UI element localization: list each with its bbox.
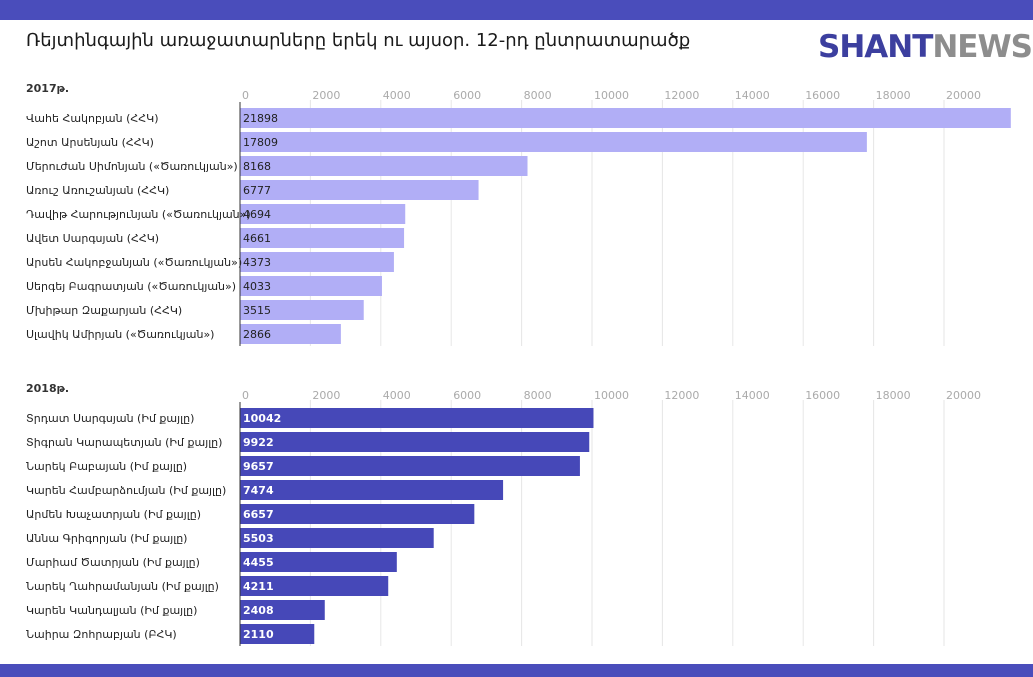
page-title: Ռեյտինգային առաջատարները երեկ ու այսօր. … (26, 30, 691, 51)
category-label-2017: Սերգեյ Բագրատյան («Ծառուկյան») (26, 280, 236, 293)
value-label-2017: 8168 (243, 160, 271, 173)
bar-2017 (240, 300, 364, 320)
category-label-2018: Տրդատ Սարգսյան (Իմ քայլը) (26, 412, 194, 425)
category-label-2018: Նարեկ Ղահրամանյան (Իմ քայլը) (26, 580, 219, 593)
category-label-2018: Կարեն Կանդալյան (Իմ քայլը) (26, 604, 197, 617)
x-tick-label-2018: 12000 (664, 389, 699, 402)
bar-2018 (240, 504, 475, 524)
category-label-2018: Մարիամ Ծատրյան (Իմ քայլը) (26, 556, 200, 569)
category-label-2018: Նաիրա Զոհրաբյան (ԲՀԿ) (26, 628, 177, 641)
bar-2017 (240, 132, 867, 152)
top-band (0, 0, 1033, 20)
x-tick-label-2017: 20000 (946, 89, 981, 102)
value-label-2017: 21898 (243, 112, 278, 125)
x-tick-label-2018: 0 (242, 389, 249, 402)
value-label-2017: 4033 (243, 280, 271, 293)
bar-2017 (240, 276, 382, 296)
logo-brand: SHANT (818, 29, 933, 65)
x-tick-label-2017: 0 (242, 89, 249, 102)
category-label-2017: Աշոտ Արսենյան (ՀՀԿ) (26, 136, 154, 149)
bar-2017 (240, 108, 1011, 128)
category-label-2017: Մերուժան Սիմոնյան («Ծառուկյան») (26, 160, 238, 173)
value-label-2018: 4211 (243, 580, 274, 593)
x-tick-label-2017: 4000 (383, 89, 411, 102)
category-label-2017: Առուշ Առուշանյան (ՀՀԿ) (26, 184, 169, 197)
shantnews-logo: SHANTNEWS (818, 26, 1033, 68)
category-label-2018: Նարեկ Բաբայան (Իմ քայլը) (26, 460, 187, 473)
x-tick-label-2017: 2000 (312, 89, 340, 102)
x-tick-label-2018: 4000 (383, 389, 411, 402)
value-label-2017: 4373 (243, 256, 271, 269)
bar-2017 (240, 252, 394, 272)
category-label-2018: Կարեն Համբարձումյան (Իմ քայլը) (26, 484, 226, 497)
bar-2018 (240, 528, 434, 548)
category-label-2017: Վահե Հակոբյան (ՀՀԿ) (26, 112, 159, 125)
value-label-2017: 3515 (243, 304, 271, 317)
value-label-2017: 6777 (243, 184, 271, 197)
value-label-2018: 2110 (243, 628, 274, 641)
value-label-2018: 10042 (243, 412, 281, 425)
value-label-2018: 7474 (243, 484, 274, 497)
category-label-2018: Արմեն Խաչատրյան (Իմ քայլը) (26, 508, 201, 521)
bar-2018 (240, 480, 504, 500)
chart-title-2017: 2017թ. (26, 82, 69, 95)
value-label-2017: 4661 (243, 232, 271, 245)
x-tick-label-2018: 2000 (312, 389, 340, 402)
bar-2018 (240, 552, 397, 572)
x-tick-label-2017: 14000 (735, 89, 770, 102)
bar-2018 (240, 408, 594, 428)
x-tick-label-2018: 14000 (735, 389, 770, 402)
bar-2018 (240, 624, 315, 644)
value-label-2018: 6657 (243, 508, 274, 521)
bar-2018 (240, 432, 590, 452)
bar-2018 (240, 456, 580, 476)
bottom-band (0, 664, 1033, 677)
value-label-2018: 4455 (243, 556, 274, 569)
x-tick-label-2018: 10000 (594, 389, 629, 402)
category-label-2017: Ավետ Սարգսյան (ՀՀԿ) (26, 232, 159, 245)
bar-2017 (240, 204, 406, 224)
category-label-2017: Սլավիկ Ամիրյան («Ծառուկյան») (26, 328, 214, 341)
chart-title-2018: 2018թ. (26, 382, 69, 395)
x-tick-label-2018: 16000 (805, 389, 840, 402)
x-tick-label-2017: 18000 (876, 89, 911, 102)
bar-2017 (240, 324, 341, 344)
x-tick-label-2017: 6000 (453, 89, 481, 102)
x-tick-label-2018: 20000 (946, 389, 981, 402)
x-tick-label-2017: 16000 (805, 89, 840, 102)
value-label-2018: 5503 (243, 532, 274, 545)
value-label-2018: 9657 (243, 460, 274, 473)
x-tick-label-2018: 8000 (524, 389, 552, 402)
category-label-2017: Մխիթար Զաքարյան (ՀՀԿ) (26, 304, 182, 317)
category-label-2017: Դավիթ Հարությունյան («Ծառուկյան») (26, 208, 251, 221)
x-tick-label-2018: 18000 (876, 389, 911, 402)
value-label-2017: 2866 (243, 328, 271, 341)
x-tick-label-2017: 10000 (594, 89, 629, 102)
category-label-2017: Արսեն Հակոբջանյան («Ծառուկյան») (26, 256, 242, 269)
value-label-2017: 4694 (243, 208, 271, 221)
category-label-2018: Տիգրան Կարապետյան (Իմ քայլը) (26, 436, 222, 449)
logo-news: NEWS (932, 29, 1033, 65)
value-label-2017: 17809 (243, 136, 278, 149)
bar-2018 (240, 576, 389, 596)
value-label-2018: 2408 (243, 604, 274, 617)
bar-2017 (240, 228, 405, 248)
bar-2017 (240, 156, 528, 176)
x-tick-label-2017: 12000 (664, 89, 699, 102)
bar-2018 (240, 600, 325, 620)
bar-2017 (240, 180, 479, 200)
x-tick-label-2018: 6000 (453, 389, 481, 402)
category-label-2018: Աննա Գրիգորյան (Իմ քայլը) (26, 532, 187, 545)
x-tick-label-2017: 8000 (524, 89, 552, 102)
value-label-2018: 9922 (243, 436, 274, 449)
